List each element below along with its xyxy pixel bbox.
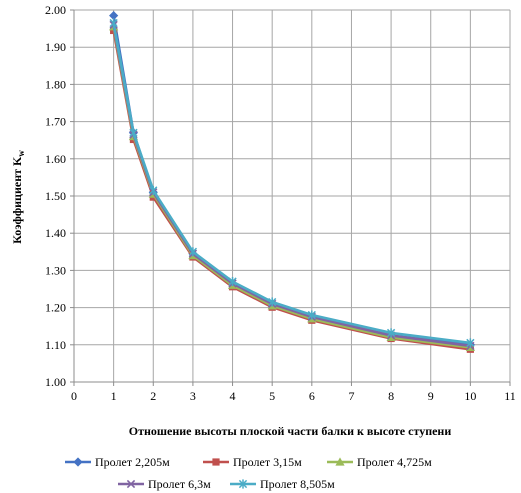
- legend-item-4: Пролет 6,3м: [118, 477, 211, 491]
- series-1-line: [112, 15, 471, 347]
- x-tick-label-3: 3: [190, 389, 196, 403]
- x-tick-label-6: 6: [309, 389, 315, 403]
- series-2-line: [112, 30, 471, 351]
- series-2: [110, 26, 474, 353]
- y-tick-label-1.00: 1.00: [45, 375, 66, 389]
- series-1-point-1: [109, 10, 119, 21]
- x-tick-label-0: 0: [71, 389, 77, 403]
- y-tick-label-1.20: 1.20: [45, 301, 66, 315]
- y-tick-label-1.70: 1.70: [45, 115, 66, 129]
- y-axis-label: Коэффициент Kw: [10, 150, 26, 244]
- legend-item-3: Пролет 4,725м: [327, 455, 432, 469]
- series-5-point-6: [268, 297, 277, 307]
- grid: [74, 9, 511, 382]
- series-5-point-7: [307, 310, 316, 320]
- y-tick-label-2.00: 2.00: [45, 3, 66, 17]
- y-tick-label-1.60: 1.60: [45, 152, 66, 166]
- series-3-line: [112, 26, 471, 349]
- legend-item-5: Пролет 8,505м: [230, 477, 335, 491]
- x-tick-label-2: 2: [150, 389, 156, 403]
- series-5-point-3: [149, 185, 158, 196]
- series-5-point-9: [466, 338, 475, 348]
- x-tick-label-5: 5: [269, 389, 275, 403]
- x-axis-label: Отношение высоты плоской части балки к в…: [129, 424, 452, 438]
- x-tick-label-11: 11: [504, 389, 516, 403]
- legend-marker-3: [335, 457, 345, 466]
- legend-label-5: Пролет 8,505м: [260, 477, 335, 491]
- x-tick-label-9: 9: [428, 389, 434, 403]
- x-tick-label-7: 7: [348, 389, 354, 403]
- legend-marker-5: [238, 479, 248, 489]
- series-group: [109, 10, 475, 353]
- y-tick-label-1.90: 1.90: [45, 40, 66, 54]
- legend-label-2: Пролет 3,15м: [233, 455, 302, 469]
- series-1: [109, 10, 475, 350]
- legend: Пролет 2,205м Пролет 3,15м Пролет 4,725м Пр…: [65, 455, 432, 491]
- series-5-point-8: [386, 328, 396, 338]
- series-4-line: [112, 24, 471, 348]
- x-tick-label-8: 8: [388, 389, 394, 403]
- y-tick-label-1.40: 1.40: [45, 226, 66, 240]
- legend-marker-4: [126, 479, 136, 489]
- series-3: [109, 22, 475, 352]
- x-tick-label-1: 1: [111, 389, 117, 403]
- series-5-point-5: [228, 276, 237, 287]
- series-5-point-2: [129, 128, 138, 138]
- x-tick-label-10: 10: [464, 389, 476, 403]
- y-axis-label-main: Коэффициент K: [10, 156, 24, 244]
- series-5: [109, 18, 475, 348]
- legend-label-3: Пролет 4,725м: [357, 455, 432, 469]
- x-tick-label-4: 4: [230, 389, 236, 403]
- legend-marker-2: [212, 458, 220, 466]
- legend-label-1: Пролет 2,205м: [95, 455, 170, 469]
- y-tick-label-1.80: 1.80: [45, 77, 66, 91]
- tick-labels: 0 1 2 3 4 5 6 7 8 9 10 11 1.00 1.10 1.20 1.30 1.40 1.50 1.…: [45, 3, 516, 403]
- legend-marker-1: [73, 457, 83, 467]
- y-tick-label-1.30: 1.30: [45, 263, 66, 277]
- series-5-point-4: [188, 247, 198, 257]
- axes: [70, 9, 511, 386]
- legend-item-2: Пролет 3,15м: [203, 455, 302, 469]
- legend-label-4: Пролет 6,3м: [148, 477, 211, 491]
- y-tick-label-1.10: 1.10: [45, 338, 66, 352]
- series-4: [109, 20, 475, 351]
- legend-item-1: Пролет 2,205м: [65, 455, 170, 469]
- y-tick-label-1.50: 1.50: [45, 189, 66, 203]
- y-axis-label-sub: w: [16, 150, 26, 157]
- series-5-line: [112, 22, 471, 345]
- series-5-point-1: [109, 18, 118, 28]
